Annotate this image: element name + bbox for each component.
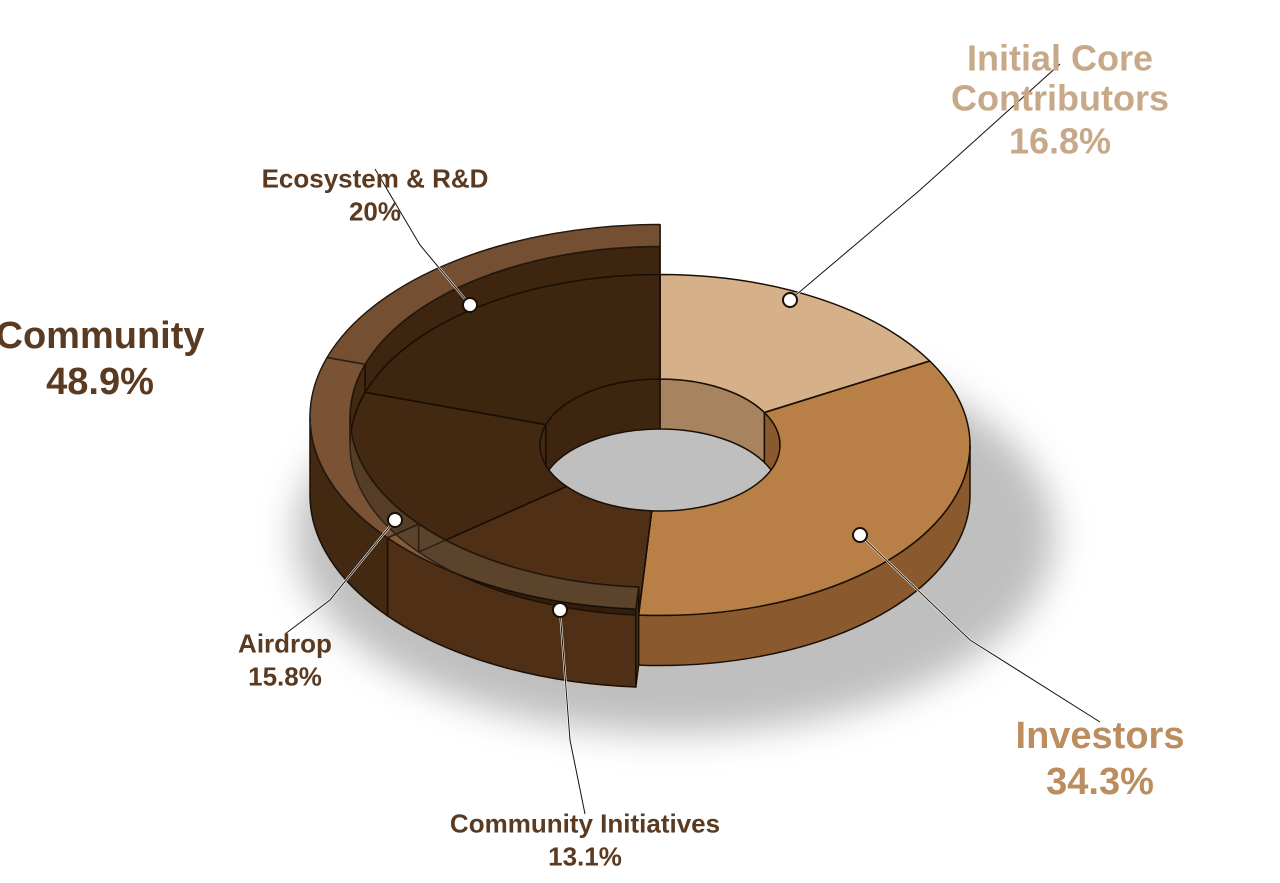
label-investors-text: Investors <box>1016 716 1185 758</box>
label-initial_core: Initial Core Contributors16.8% <box>951 39 1169 162</box>
label-community_initiatives-value: 13.1% <box>450 842 720 871</box>
label-ecosystem_rd-text: Ecosystem & R&D <box>262 164 489 193</box>
label-investors-value: 34.3% <box>1016 762 1185 804</box>
label-community-group-text: Community <box>0 316 205 358</box>
label-airdrop-text: Airdrop <box>238 629 332 658</box>
label-initial_core-text: Initial Core Contributors <box>951 39 1169 118</box>
label-ecosystem_rd: Ecosystem & R&D 20% <box>262 164 489 225</box>
label-investors: Investors34.3% <box>1016 716 1185 804</box>
label-initial_core-value: 16.8% <box>951 122 1169 162</box>
label-airdrop-value: 15.8% <box>238 662 332 691</box>
label-community-group: Community48.9% <box>0 316 205 404</box>
donut-chart: Initial Core Contributors16.8% Investors3… <box>0 0 1280 883</box>
label-community-group-value: 48.9% <box>0 362 205 404</box>
label-community_initiatives-text: Community Initiatives <box>450 809 720 838</box>
label-ecosystem_rd-value: 20% <box>262 197 489 226</box>
label-airdrop: Airdrop 15.8% <box>238 629 332 690</box>
label-community_initiatives: Community Initiatives 13.1% <box>450 809 720 870</box>
